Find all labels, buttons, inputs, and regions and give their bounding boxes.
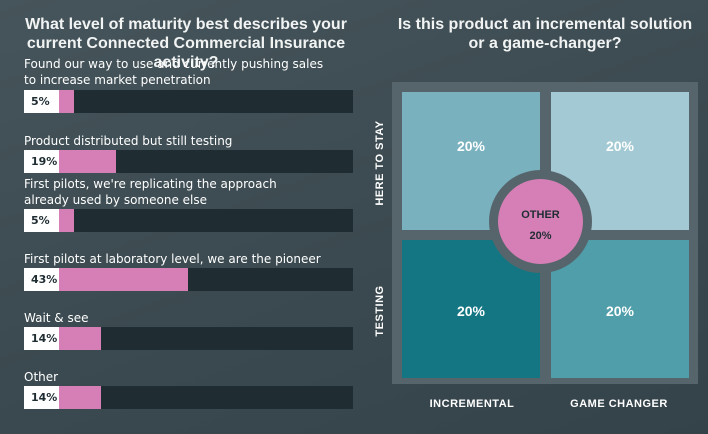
y-axis-label-testing: TESTING <box>374 285 386 337</box>
bar-value-label: 43% <box>24 268 59 291</box>
center-circle-other <box>498 179 583 264</box>
quadrant-value: 20% <box>456 138 486 154</box>
bar <box>59 150 116 173</box>
maturity-chart-title: What level of maturity best describes yo… <box>25 16 347 71</box>
bar <box>59 209 74 232</box>
bar <box>59 268 188 291</box>
bar <box>59 327 101 350</box>
bar-category-label: First pilots at laboratory level, we are… <box>24 252 321 266</box>
bar-track: 43% <box>24 268 353 291</box>
x-axis-label-incremental: INCREMENTAL <box>429 398 515 410</box>
bar-track: 5% <box>24 90 353 113</box>
bar-track: 14% <box>24 327 353 350</box>
y-axis-label-here-to-stay: HERE TO STAY <box>374 120 386 206</box>
bar-value-label: 19% <box>24 150 59 173</box>
center-label: OTHER <box>521 209 560 221</box>
center-value: 20% <box>529 230 552 242</box>
quadrant-value: 20% <box>605 303 635 319</box>
bar-category-label: Found our way to use and currently pushi… <box>24 57 324 87</box>
maturity-bar-chart: Found our way to use and currently pushi… <box>24 57 353 409</box>
bar-track: 14% <box>24 386 353 409</box>
matrix-chart-title: Is this product an incremental solution … <box>397 16 693 52</box>
bar-track: 19% <box>24 150 353 173</box>
quadrant-value: 20% <box>456 303 486 319</box>
bar-category-label: Product distributed but still testing <box>24 134 233 148</box>
quadrant-incremental-here-to-stay: 20% <box>402 92 540 230</box>
quadrant-value: 20% <box>605 138 635 154</box>
x-axis-label-game-changer: GAME CHANGER <box>570 398 668 410</box>
bar-category-label: Other <box>24 370 59 384</box>
bar-track: 5% <box>24 209 353 232</box>
bar-value-label: 5% <box>24 90 59 113</box>
bar-value-label: 5% <box>24 209 59 232</box>
bar-value-label: 14% <box>24 327 59 350</box>
bar-value-label: 14% <box>24 386 59 409</box>
bar-category-label: First pilots, we're replicating the appr… <box>24 177 277 207</box>
bar-category-label: Wait & see <box>24 311 89 325</box>
bar <box>59 90 74 113</box>
bar <box>59 386 101 409</box>
quadrant-game-changer-testing: 20% <box>551 240 689 378</box>
